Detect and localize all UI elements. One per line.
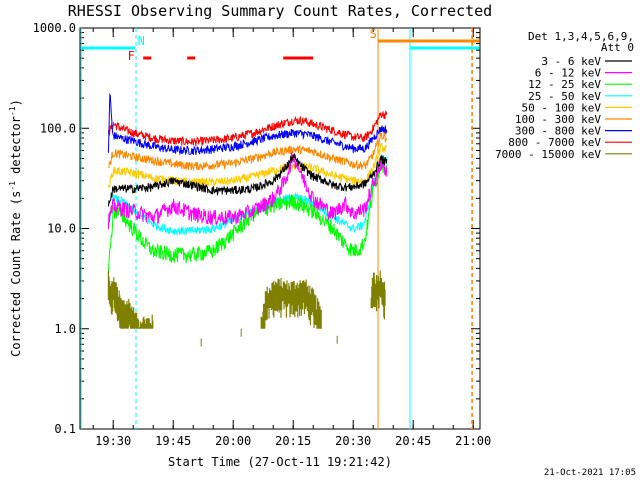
y-tick-label: 1000.0: [33, 21, 76, 35]
legend-header-line1: Det 1,3,4,5,6,9,: [528, 30, 634, 43]
series-line-6-12kev: [107, 151, 388, 230]
flag-label-n: N: [138, 34, 145, 48]
series-line-100-300kev: [108, 131, 388, 172]
legend-entry-label: 3 - 6 keV: [541, 55, 601, 68]
series-line-25-50kev: [107, 154, 388, 236]
series-line-50-100kev: [107, 142, 388, 189]
y-tick-label: 1.0: [54, 322, 76, 336]
series-line-300-800kev: [107, 93, 388, 156]
y-axis-label-part1: Corrected Count Rate (s: [9, 191, 23, 357]
x-tick-label: 20:00: [215, 434, 251, 448]
series-line-7000-15000-kev: [260, 278, 322, 329]
y-axis-label-sup2: -1: [8, 106, 17, 116]
legend-entry-label: 7000 - 15000 keV: [495, 148, 601, 161]
chart-title: RHESSI Observing Summary Count Rates, Co…: [68, 2, 492, 20]
y-tick-label: 0.1: [54, 422, 76, 436]
x-tick-label: 20:15: [275, 434, 311, 448]
x-tick-label: 21:00: [455, 434, 491, 448]
x-tick-label: 20:30: [335, 434, 371, 448]
x-tick-label: 20:45: [395, 434, 431, 448]
plot-area: 0.1 1.0 10.0 100.0 1000.0 19:30 19:45 20:00 20:1…: [33, 21, 492, 448]
y-tick-label: 10.0: [47, 222, 76, 236]
y-axis-label-part3: ): [9, 99, 23, 106]
y-axis-label-part2: detector: [9, 116, 23, 181]
x-tick-label: 19:30: [95, 434, 131, 448]
x-tick-label: 19:45: [155, 434, 191, 448]
y-axis-label-sup1: -1: [8, 181, 17, 191]
series-line-12-25kev: [107, 158, 388, 272]
legend-entry-label: 12 - 25 keV: [528, 78, 601, 91]
timestamp: 21-Oct-2021 17:05: [544, 468, 636, 478]
flag-label-f: F: [128, 49, 135, 63]
series-line-800-7000kev: [107, 110, 388, 147]
y-axis-label: Corrected Count Rate (s-1 detector-1): [8, 99, 23, 357]
legend-entry-label: 100 - 300 keV: [515, 113, 601, 126]
legend-entry-label: 25 - 50 keV: [528, 90, 601, 103]
legend-entry-label: 6 - 12 keV: [535, 67, 602, 80]
flag-label-s: S: [370, 27, 377, 41]
legend-entry-label: 300 - 800 keV: [515, 125, 601, 138]
y-tick-label: 100.0: [40, 121, 76, 135]
legend-entry-label: 800 - 7000 keV: [508, 136, 601, 149]
legend-entry-label: 50 - 100 keV: [522, 101, 602, 114]
series-line-3-6kev: [107, 152, 388, 207]
legend-header-line2: Att 0: [601, 41, 634, 54]
x-axis-label: Start Time (27-Oct-11 19:21:42): [168, 455, 392, 469]
series-line-7000-15000-kev: [370, 270, 386, 320]
series-line-7000-15000-kev: [107, 270, 154, 329]
